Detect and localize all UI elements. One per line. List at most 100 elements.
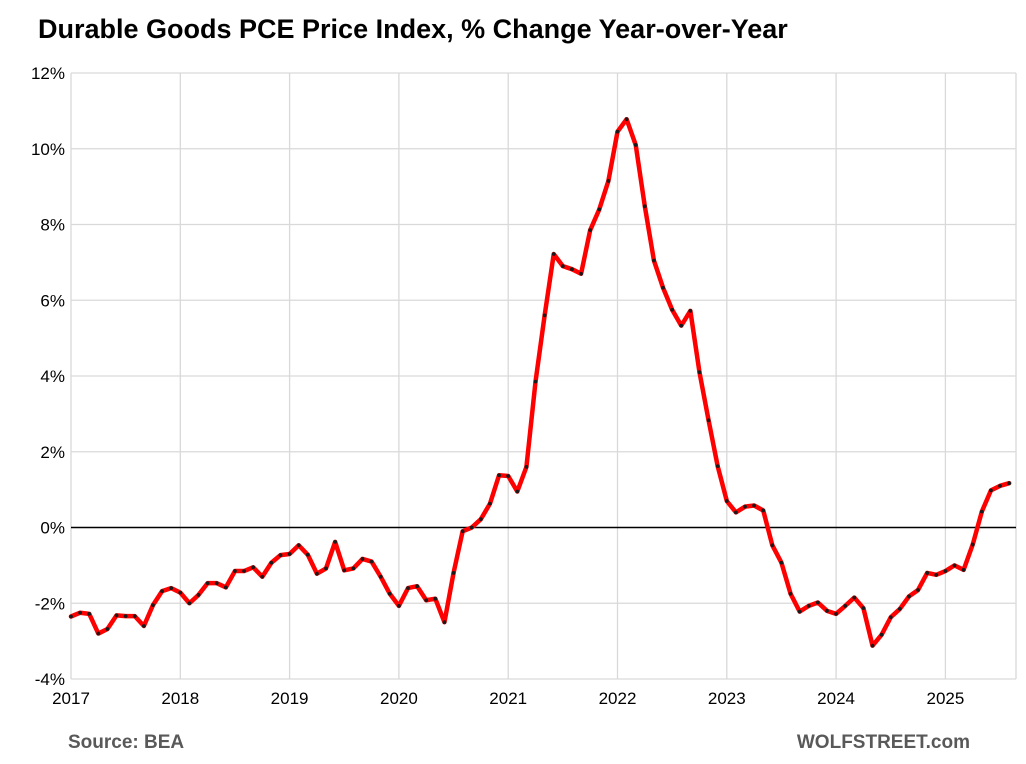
data-point [488,501,492,506]
data-point [542,313,547,318]
data-point [761,508,766,513]
data-point [342,568,347,573]
data-point [205,581,210,586]
data-point [743,504,747,509]
data-point [925,571,930,575]
x-tick-label: 2025 [926,689,964,708]
data-point [378,574,383,579]
data-point [888,615,893,620]
y-tick-label: 8% [40,216,65,235]
data-point [424,598,429,603]
x-tick-label: 2023 [708,689,746,708]
data-point [433,596,438,601]
data-point [251,565,256,570]
y-tick-label: 0% [40,519,65,538]
data-point [296,543,301,548]
data-point [952,563,957,568]
data-point [114,613,119,618]
x-tick-label: 2022 [599,689,637,708]
series-line-path [68,116,1012,648]
source-label: Source: BEA [68,732,185,753]
data-point [788,591,793,596]
y-tick-label: 6% [40,291,65,310]
data-point [451,571,456,575]
data-point [606,179,611,183]
data-point [123,614,128,619]
data-point [943,569,948,573]
data-point [287,552,292,556]
data-point [178,590,183,595]
data-point [979,509,984,514]
data-point [460,529,465,534]
data-point [633,143,638,147]
tick-labels: 12% 10% 8% 6% 4% 2% 0% -2% -4%2017 2018 2019 2020 20… [31,64,964,708]
data-point [132,614,137,619]
chart-title: Durable Goods PCE Price Index, % Change … [38,14,788,44]
data-point [515,489,520,494]
data-point [734,510,738,515]
data-point [105,627,110,631]
data-point [825,608,829,613]
data-point [506,474,511,478]
data-point [351,566,356,571]
data-point [278,553,283,558]
data-point [324,566,328,571]
data-point [588,228,593,233]
data-point [806,604,811,608]
data-point [834,611,838,616]
data-point [69,614,73,619]
data-point [570,267,574,272]
x-tick-label: 2019 [271,689,309,708]
data-point [551,252,556,256]
data-point [478,517,483,522]
data-point [196,593,201,597]
publisher-label: WOLFSTREET.com [796,732,970,753]
y-tick-label: 10% [31,140,65,159]
data-point [870,643,875,648]
data-point [961,568,966,572]
data-point [333,539,338,544]
x-tick-label: 2020 [380,689,418,708]
data-points [69,117,1012,648]
data-point [815,600,820,605]
data-point [169,586,174,590]
gridlines [70,72,1017,680]
data-point [706,418,711,423]
data-point [597,207,602,212]
data-point [533,379,538,384]
data-point [151,603,155,608]
data-point [387,591,392,596]
data-point [78,610,83,615]
data-point [624,117,629,122]
data-point [497,473,501,478]
data-point [879,632,884,637]
data-point [406,586,410,590]
data-point [415,584,420,589]
x-tick-label: 2024 [817,689,855,708]
y-tick-label: 12% [31,64,65,83]
y-tick-label: -2% [35,594,65,613]
data-point [697,370,702,375]
data-point [970,542,975,547]
data-point [897,607,902,611]
data-point [223,585,228,590]
data-point [87,611,92,616]
x-tick-label: 2021 [489,689,527,708]
data-point [260,574,265,579]
data-point [615,129,620,134]
data-point [442,620,447,625]
data-point [269,560,274,565]
series-line [68,116,1012,648]
data-point [907,594,911,599]
data-point [934,572,939,577]
data-point [752,503,757,508]
data-point [96,631,101,636]
data-point [141,624,146,628]
data-point [469,525,474,530]
data-point [797,609,802,614]
data-point [305,552,310,557]
data-point [688,308,693,313]
data-point [214,581,219,586]
data-point [187,601,192,606]
